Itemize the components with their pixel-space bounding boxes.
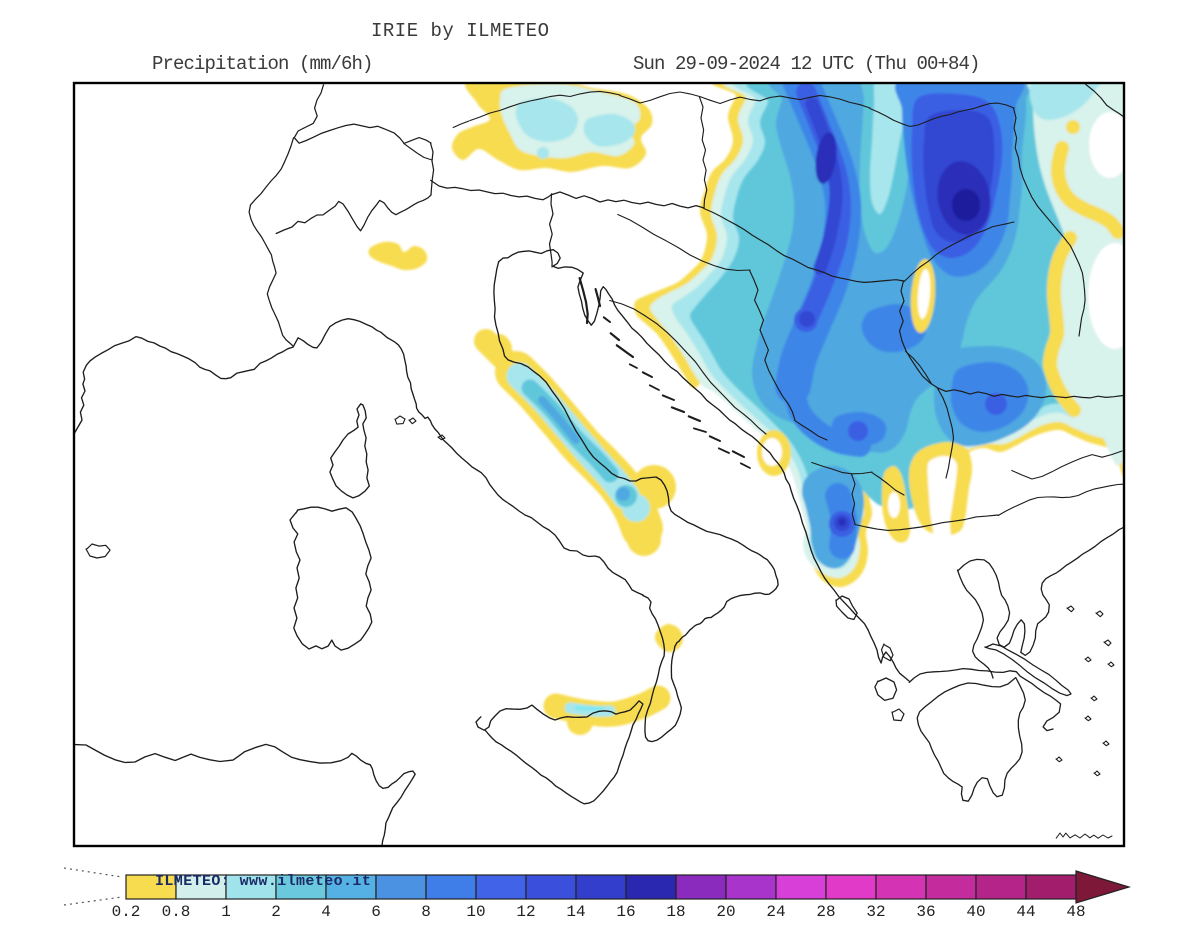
svg-text:0.2: 0.2 bbox=[112, 903, 141, 921]
svg-text:24: 24 bbox=[766, 903, 785, 921]
svg-text:16: 16 bbox=[616, 903, 635, 921]
svg-text:14: 14 bbox=[566, 903, 585, 921]
svg-text:10: 10 bbox=[466, 903, 485, 921]
svg-text:6: 6 bbox=[371, 903, 381, 921]
svg-text:8: 8 bbox=[421, 903, 431, 921]
svg-text:Sun 29-09-2024 12 UTC (Thu 00+: Sun 29-09-2024 12 UTC (Thu 00+84) bbox=[633, 53, 980, 75]
svg-text:0.8: 0.8 bbox=[162, 903, 191, 921]
svg-text:2: 2 bbox=[271, 903, 281, 921]
svg-text:1: 1 bbox=[221, 903, 231, 921]
svg-text:44: 44 bbox=[1016, 903, 1035, 921]
svg-text:12: 12 bbox=[516, 903, 535, 921]
svg-text:ILMETEO: www.ilmeteo.it: ILMETEO: www.ilmeteo.it bbox=[155, 873, 371, 890]
svg-text:32: 32 bbox=[866, 903, 885, 921]
svg-text:4: 4 bbox=[321, 903, 331, 921]
svg-text:28: 28 bbox=[816, 903, 835, 921]
svg-text:Precipitation (mm/6h): Precipitation (mm/6h) bbox=[152, 53, 373, 75]
svg-text:IRIE by ILMETEO: IRIE by ILMETEO bbox=[371, 20, 550, 42]
svg-text:48: 48 bbox=[1066, 903, 1085, 921]
svg-text:18: 18 bbox=[666, 903, 685, 921]
svg-text:20: 20 bbox=[716, 903, 735, 921]
svg-text:36: 36 bbox=[916, 903, 935, 921]
svg-text:40: 40 bbox=[966, 903, 985, 921]
